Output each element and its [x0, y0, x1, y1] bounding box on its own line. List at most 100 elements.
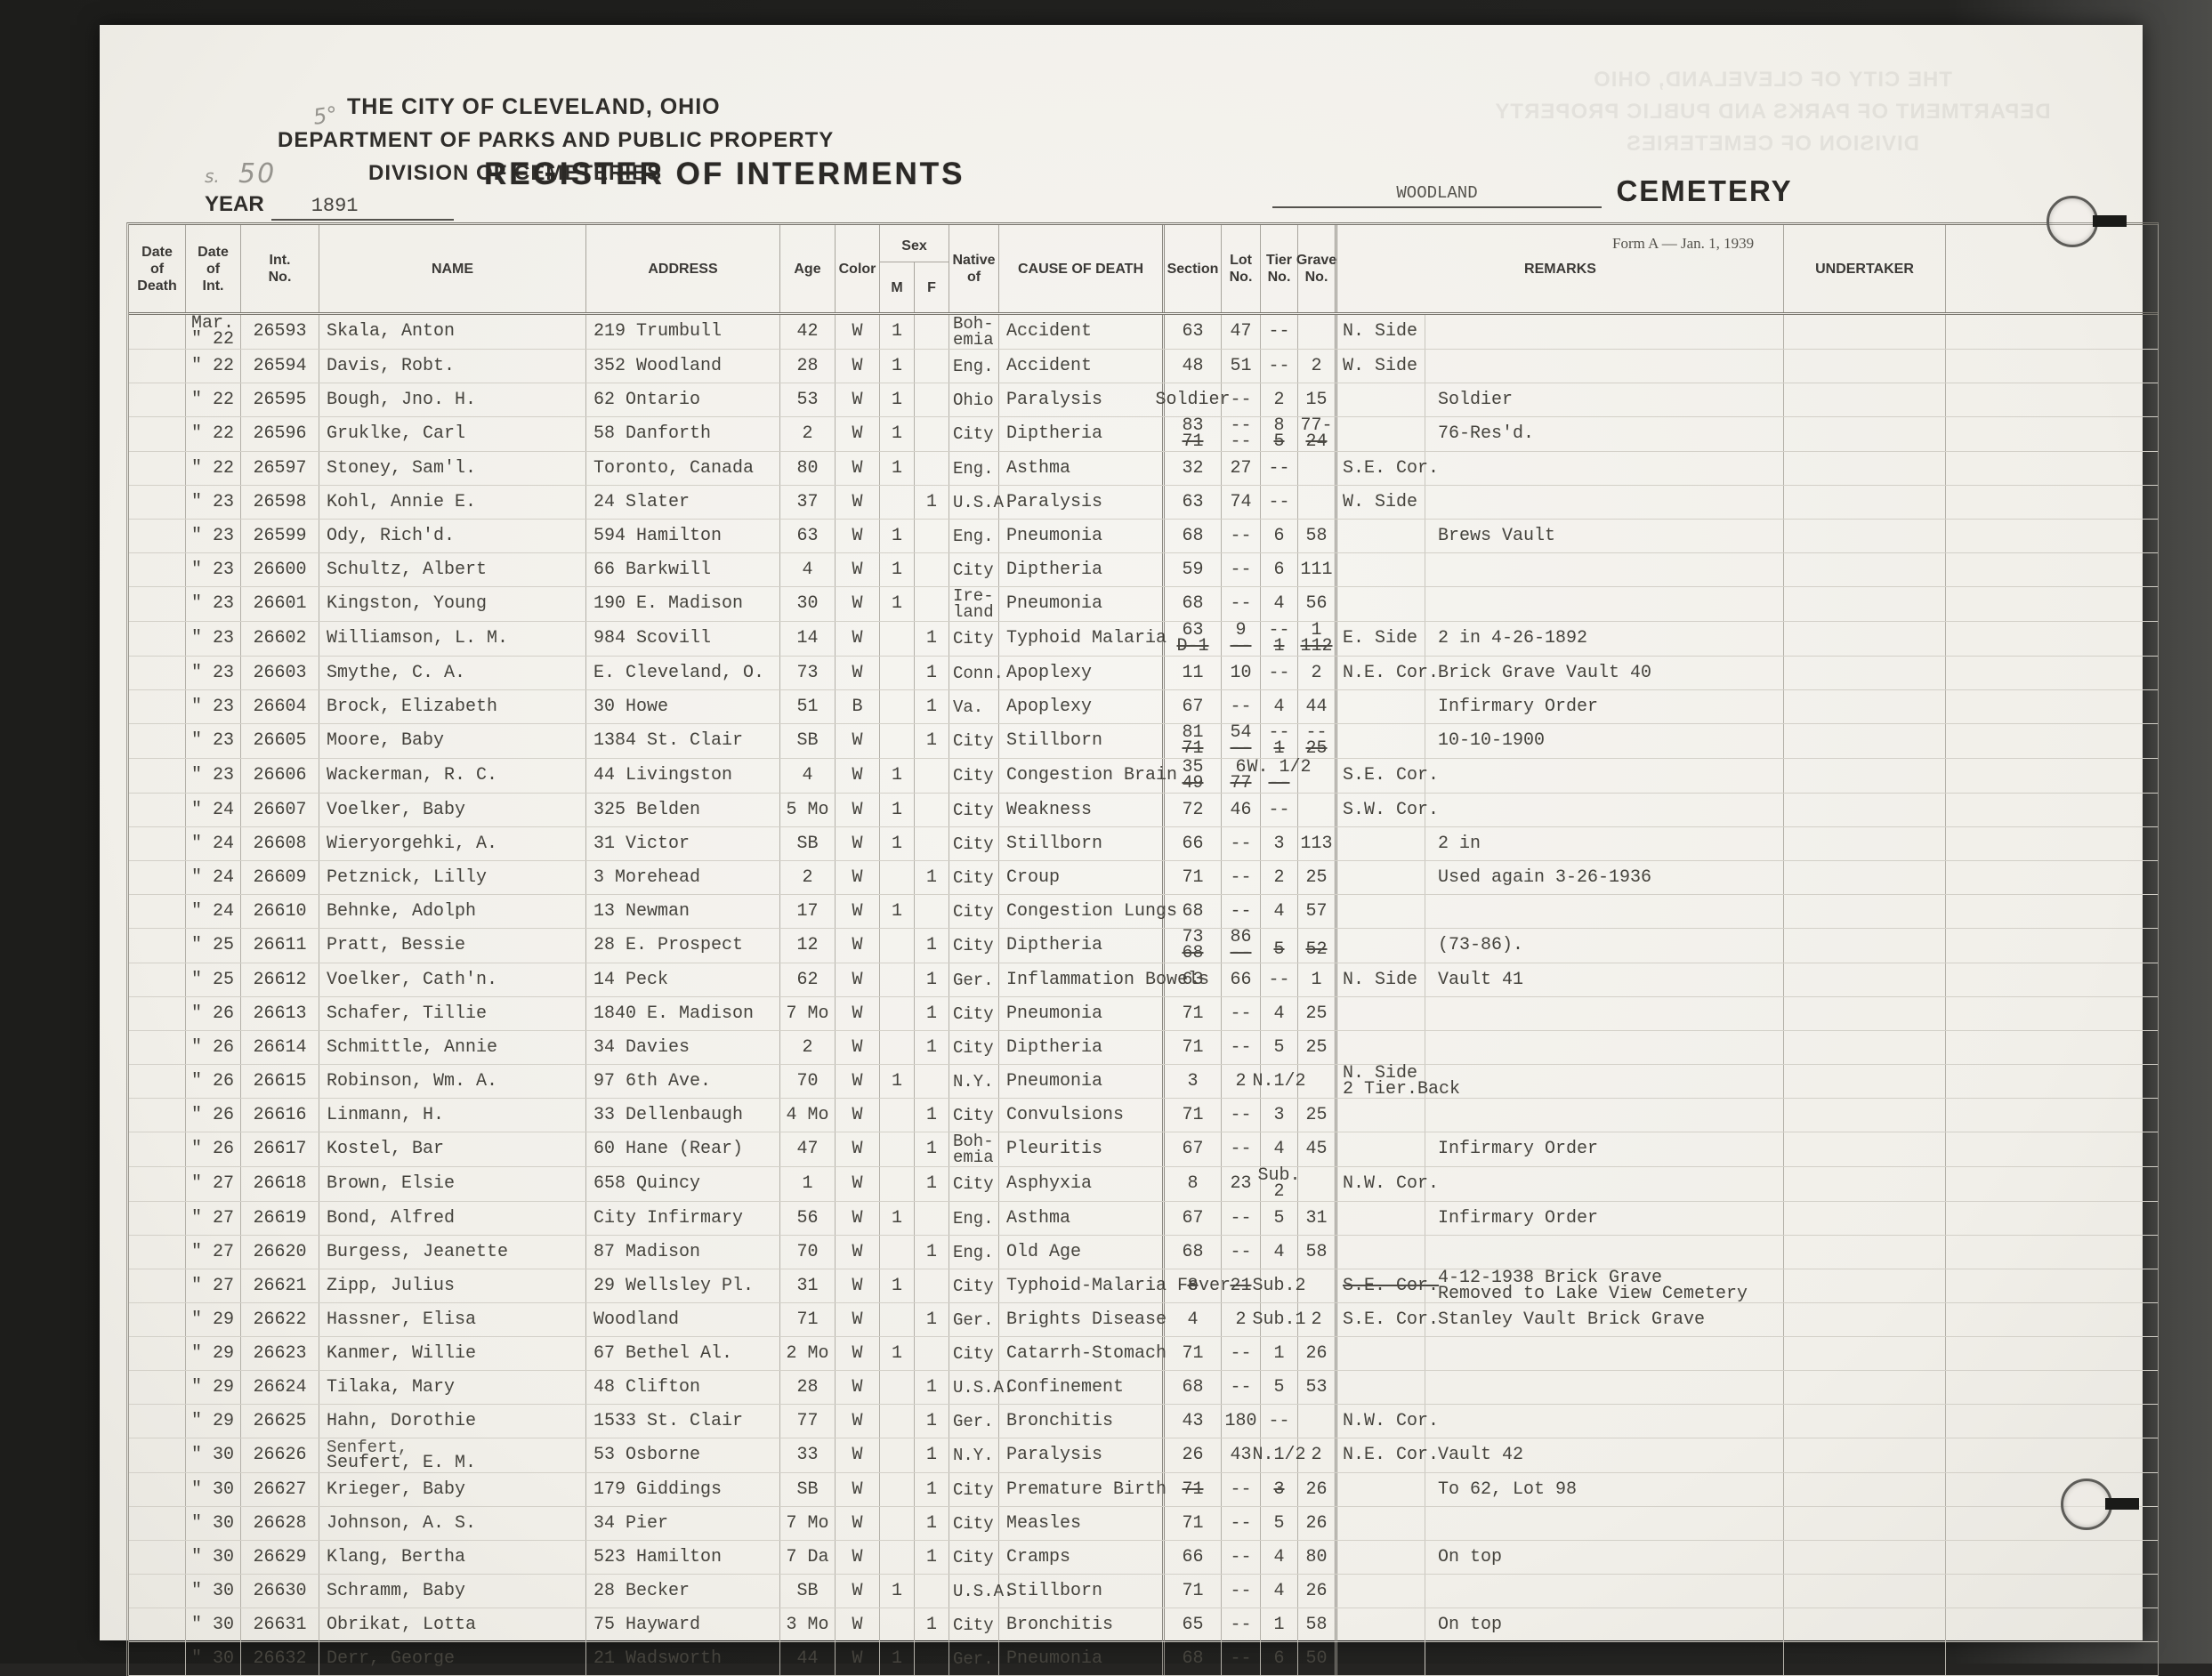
cell-sex-f [915, 759, 949, 793]
remarks-position [1337, 1507, 1425, 1540]
cell-age: 37 [780, 486, 836, 519]
cell-grave-no: 58 [1298, 520, 1337, 552]
cell-remarks [1337, 1337, 1784, 1370]
table-row: " 23 26606 Wackerman, R. C. 44 Livingston 4 W… [129, 759, 2158, 794]
cell-cause-of-death: Accident [999, 315, 1165, 349]
remarks-note: 2 in [1438, 833, 1481, 854]
remarks-note [1425, 1507, 1783, 1540]
cell-sex-m: 1 [880, 315, 915, 349]
cell-section: 59 [1165, 553, 1222, 586]
cell-section: 8 [1165, 1167, 1222, 1201]
cell-tier-no: N.1/2 [1253, 1065, 1306, 1098]
cell-lot-no: 66 [1222, 963, 1261, 996]
form-note: Form A — Jan. 1, 1939 [1612, 235, 1755, 252]
cell-int-no: 26626 [241, 1438, 319, 1472]
remarks-note [1425, 553, 1783, 586]
cell-tier-no: 4 [1261, 895, 1298, 928]
cell-lot-no: 43 [1222, 1438, 1261, 1472]
cell-remarks: 76-Res'd. [1337, 417, 1784, 451]
cell-date-of-int: " 30 [186, 1575, 241, 1608]
remarks-note [1425, 759, 1783, 793]
cell-cause-of-death: Apoplexy [999, 690, 1165, 723]
cell-sex-f: 1 [915, 1132, 949, 1166]
cell-sex-m: 1 [880, 1065, 915, 1098]
cell-tier-no: -- [1261, 1405, 1298, 1438]
cell-date-of-int: " 23 [186, 724, 241, 758]
cell-date-of-int: " 23 [186, 657, 241, 689]
cell-lot-no: 86 -- [1222, 929, 1261, 963]
cell-date-of-death [129, 1473, 186, 1506]
cell-grave-no: 25 [1298, 861, 1337, 894]
remarks-position: S.E. Cor. [1337, 1303, 1439, 1336]
cell-remarks [1337, 1642, 1784, 1675]
cell-age: 2 [780, 417, 836, 451]
cell-lot-no: 6 77 [1222, 759, 1261, 793]
cell-tier-no: Sub.1 [1253, 1303, 1306, 1336]
cell-section: 68 [1165, 587, 1222, 621]
cell-undertaker [1784, 1099, 1946, 1132]
cell-address: 62 Ontario [586, 383, 780, 416]
remarks-position [1337, 724, 1425, 758]
cell-sex-f [915, 1575, 949, 1608]
cell-age: 2 Mo [780, 1337, 836, 1370]
cell-date-of-int: " 22 [186, 383, 241, 416]
bleed-through-ghost-text: THE CITY OF CLEVELAND, OHIO DEPARTMENT O… [1494, 68, 2051, 156]
table-row: " 26 26616 Linmann, H. 33 Dellenbaugh 4 Mo W 1… [129, 1099, 2158, 1132]
remarks-note [1425, 895, 1783, 928]
cell-date-of-int: " 24 [186, 861, 241, 894]
cell-section: 11 [1165, 657, 1222, 689]
cell-int-no: 26599 [241, 520, 319, 552]
cell-name: Brown, Elsie [319, 1167, 586, 1201]
cell-sex-m [880, 690, 915, 723]
table-row: " 27 26621 Zipp, Julius 29 Wellsley Pl. 31 W 1… [129, 1269, 2158, 1303]
interment-register-table: Date of Death Date of Int. Int. No. NAME ADDR… [126, 222, 2159, 1676]
cell-section: 26 [1165, 1438, 1222, 1472]
cell-native-of: Ger. [949, 1405, 999, 1438]
cell-grave-no: 53 [1298, 1371, 1337, 1404]
cell-date-of-int: " 23 [186, 587, 241, 621]
cell-sex-m: 1 [880, 759, 915, 793]
cell-name: Krieger, Baby [319, 1473, 586, 1506]
cell-extra [1946, 827, 2156, 860]
cell-date-of-int: " 30 [186, 1608, 241, 1641]
cell-tier-no: 4 [1261, 1541, 1298, 1574]
cell-int-no: 26624 [241, 1371, 319, 1404]
remarks-note: On top [1438, 1546, 1503, 1567]
cell-lot-no: 51 [1222, 350, 1261, 383]
remarks-note [1425, 794, 1783, 826]
cell-remarks: N. Side [1337, 315, 1784, 349]
cell-sex-f: 1 [915, 1236, 949, 1269]
cell-date-of-death [129, 452, 186, 485]
table-row: " 24 26609 Petznick, Lilly 3 Morehead 2 W 1 Cit… [129, 861, 2158, 895]
cell-remarks: N.E. Cor. Brick Grave Vault 40 [1337, 657, 1784, 689]
cell-undertaker [1784, 794, 1946, 826]
cell-extra [1946, 417, 2156, 451]
cell-age: 53 [780, 383, 836, 416]
cell-age: 51 [780, 690, 836, 723]
table-row: " 26 26614 Schmittle, Annie 34 Davies 2 W 1 Cit… [129, 1031, 2158, 1065]
cell-date-of-death [129, 1642, 186, 1675]
cell-cause-of-death: Diptheria [999, 1031, 1165, 1064]
cell-age: 30 [780, 587, 836, 621]
cell-sex-m [880, 1438, 915, 1472]
cell-section: 3 [1165, 1065, 1222, 1098]
cell-name: Hassner, Elisa [319, 1303, 586, 1336]
cell-extra [1946, 1303, 2156, 1336]
cell-grave-no: 2 [1298, 657, 1337, 689]
cell-int-no: 26623 [241, 1337, 319, 1370]
table-header-row: Date of Death Date of Int. Int. No. NAME ADDR… [129, 225, 2158, 315]
table-row: " 29 26622 Hassner, Elisa Woodland 71 W 1 Ger. B… [129, 1303, 2158, 1337]
cell-name: Schramm, Baby [319, 1575, 586, 1608]
cell-color: W [836, 587, 880, 621]
cell-tier-no: 4 [1261, 690, 1298, 723]
cell-lot-no: 47 [1222, 315, 1261, 349]
cell-section: 68 [1165, 895, 1222, 928]
cell-date-of-death [129, 929, 186, 963]
cell-cause-of-death: Weakness [999, 794, 1165, 826]
cell-date-of-int: " 23 [186, 553, 241, 586]
cell-color: W [836, 350, 880, 383]
cell-color: W [836, 1167, 880, 1201]
cell-undertaker [1784, 929, 1946, 963]
cell-date-of-int: " 30 [186, 1541, 241, 1574]
cell-name: Moore, Baby [319, 724, 586, 758]
